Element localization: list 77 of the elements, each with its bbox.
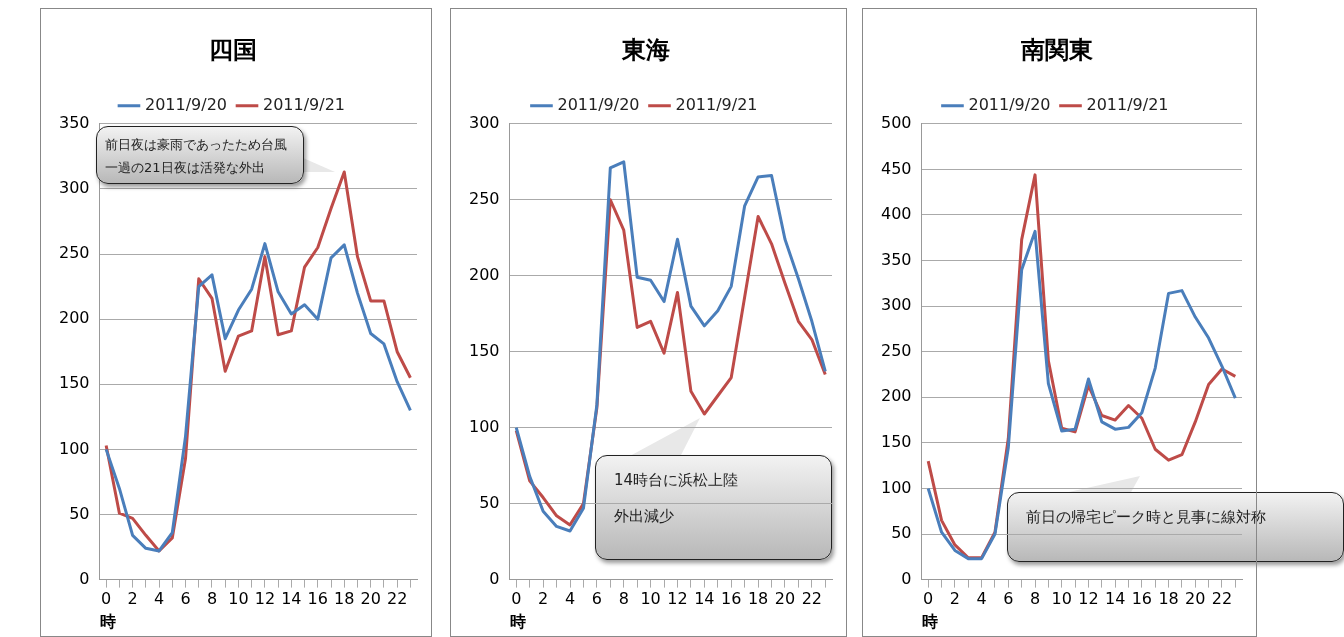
x-tick-label: 14 [1104, 589, 1126, 609]
x-tick-label: 6 [1003, 589, 1014, 609]
x-tick-label: 16 [1131, 589, 1153, 609]
x-tick-label: 18 [334, 589, 355, 609]
x-tick-label: 14 [281, 589, 302, 609]
x-tick-label: 10 [640, 589, 661, 609]
x-tick-label: 6 [180, 589, 191, 609]
x-tick-label: 22 [801, 589, 823, 609]
y-tick-label: 100 [880, 477, 912, 497]
x-tick-label: 4 [976, 589, 987, 609]
legend-label: 2011/9/20 [557, 94, 640, 114]
x-tick-label: 12 [1078, 589, 1099, 609]
x-tick-label: 20 [360, 589, 381, 609]
y-tick-label: 500 [880, 112, 912, 132]
x-tick-label: 20 [774, 589, 796, 609]
y-tick-label: 200 [880, 386, 912, 406]
y-tick-label: 250 [880, 340, 912, 360]
y-tick-label: 200 [468, 264, 500, 284]
x-axis-title: 時 [921, 611, 938, 631]
x-tick-label: 12 [667, 589, 688, 609]
annotation: 前日夜は豪雨であったため台風一過の21日夜は活発な外出 [105, 136, 288, 177]
y-tick-label: 250 [468, 188, 500, 208]
speech-bubble: 14時台に浜松上陸外出減少 [595, 418, 830, 558]
x-tick-label: 18 [747, 589, 769, 609]
y-tick-label: 300 [468, 112, 500, 132]
y-tick-label: 50 [69, 503, 90, 523]
y-tick-label: 150 [468, 340, 500, 360]
y-tick-label: 300 [880, 295, 912, 315]
chart-title: 東海 [620, 35, 670, 64]
y-tick-label: 0 [79, 568, 90, 588]
x-tick-label: 0 [101, 589, 112, 609]
x-tick-label: 4 [153, 589, 165, 609]
y-tick-label: 250 [58, 243, 90, 263]
x-tick-label: 8 [1029, 589, 1041, 609]
y-tick-label: 300 [58, 178, 90, 198]
x-tick-label: 16 [307, 589, 328, 609]
x-tick-label: 6 [591, 589, 602, 609]
x-tick-label: 14 [694, 589, 715, 609]
x-tick-label: 2 [949, 589, 961, 609]
x-tick-label: 0 [923, 589, 934, 609]
legend-label: 2011/9/20 [968, 94, 1051, 114]
x-tick-label: 12 [254, 589, 276, 609]
y-tick-label: 100 [468, 416, 500, 436]
x-tick-label: 2 [127, 589, 138, 609]
chart-title: 南関東 [1019, 35, 1093, 64]
x-tick-label: 8 [618, 589, 629, 609]
y-tick-label: 150 [58, 373, 90, 393]
x-axis-title: 時 [509, 611, 526, 631]
legend-label: 2011/9/21 [263, 94, 346, 114]
legend-label: 2011/9/21 [675, 94, 758, 114]
x-axis-title: 時 [99, 611, 116, 631]
legend-label: 2011/9/21 [1086, 94, 1169, 114]
x-tick-label: 10 [228, 589, 249, 609]
y-tick-label: 350 [880, 249, 912, 269]
y-tick-label: 50 [479, 492, 500, 512]
legend-label: 2011/9/20 [144, 94, 228, 114]
y-tick-label: 400 [880, 204, 912, 224]
x-tick-label: 0 [511, 589, 522, 609]
y-tick-label: 150 [880, 432, 912, 452]
x-tick-label: 16 [721, 589, 742, 609]
speech-bubble: 前日夜は豪雨であったため台風一過の21日夜は活発な外出 [96, 126, 335, 182]
x-tick-label: 18 [1158, 589, 1179, 609]
y-tick-label: 0 [901, 568, 912, 588]
y-tick-label: 200 [58, 308, 90, 328]
y-tick-label: 100 [58, 438, 90, 458]
x-tick-label: 4 [564, 589, 576, 609]
y-tick-label: 50 [891, 523, 912, 543]
x-tick-label: 2 [538, 589, 549, 609]
chart-title: 四国 [209, 35, 257, 64]
x-tick-label: 22 [1211, 589, 1233, 609]
y-tick-label: 0 [489, 568, 500, 588]
x-tick-label: 22 [386, 589, 408, 609]
y-tick-label: 350 [58, 112, 90, 132]
y-tick-label: 450 [880, 158, 912, 178]
x-tick-label: 10 [1051, 589, 1072, 609]
x-tick-label: 8 [206, 589, 218, 609]
x-tick-label: 20 [1185, 589, 1206, 609]
